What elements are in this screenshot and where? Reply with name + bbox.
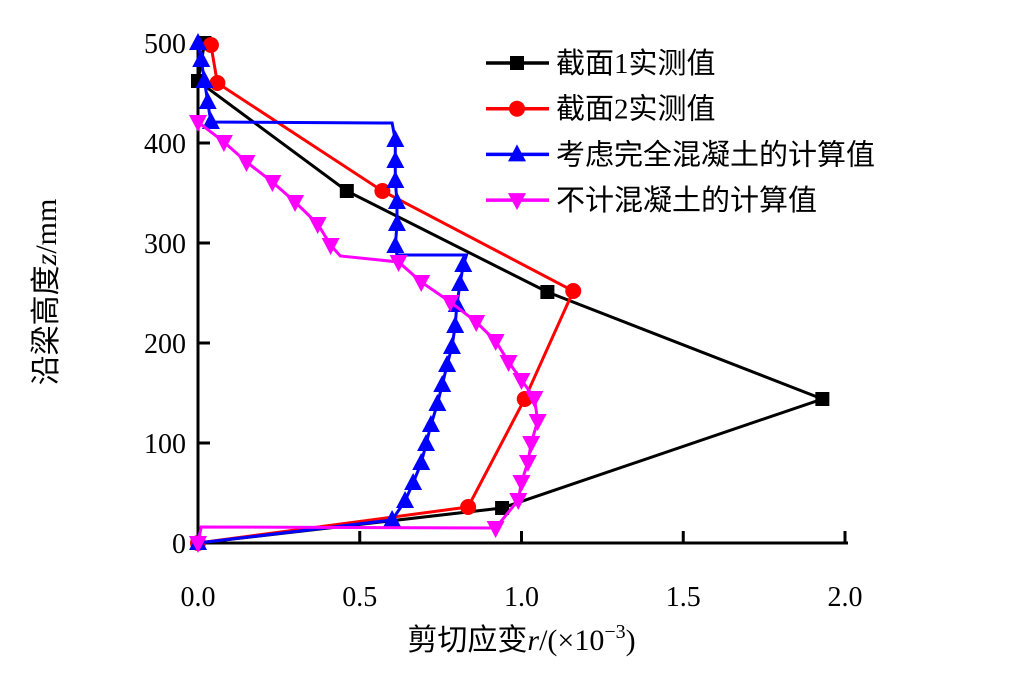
- series-line: [197, 44, 576, 545]
- axis-titles: 剪切应变r/(×10−3) 沿梁高度z/mm: [30, 199, 636, 657]
- triangle-down-marker: [286, 195, 305, 212]
- triangle-down-marker: [499, 355, 518, 372]
- series-line: [196, 120, 540, 544]
- circle-marker: [509, 100, 525, 117]
- y-tick-label: 0: [172, 529, 186, 560]
- triangle-up-marker: [421, 415, 440, 432]
- square-marker: [510, 56, 524, 70]
- triangle-up-marker: [508, 144, 526, 162]
- triangle-up-marker: [428, 394, 447, 411]
- tick-labels: 0.0 0.5 1.0 1.5 2.0 0 100 200 300 400 500: [144, 29, 863, 613]
- square-marker: [815, 392, 830, 406]
- triangle-up-marker: [451, 274, 470, 291]
- square-marker: [339, 184, 354, 198]
- triangle-up-marker: [198, 92, 217, 109]
- series-1: [191, 36, 830, 550]
- triangle-up-marker: [396, 491, 415, 508]
- triangle-up-marker: [433, 375, 452, 392]
- triangle-down-marker: [467, 315, 486, 332]
- legend-item-2: 截面2实测值: [486, 93, 716, 126]
- triangle-down-marker: [528, 414, 547, 431]
- y-tick-label: 400: [144, 129, 186, 160]
- triangle-up-marker: [412, 453, 431, 470]
- triangle-down-marker: [512, 475, 531, 492]
- triangle-up-marker: [387, 214, 406, 231]
- triangle-down-marker: [237, 155, 256, 172]
- data-series: [189, 33, 830, 553]
- triangle-up-marker: [454, 255, 473, 272]
- circle-marker: [460, 499, 477, 515]
- triangle-down-marker: [189, 115, 207, 132]
- circle-marker: [209, 75, 226, 91]
- triangle-down-marker: [441, 295, 460, 312]
- triangle-up-marker: [189, 33, 207, 50]
- y-axis-title: 沿梁高度z/mm: [30, 199, 63, 386]
- triangle-down-marker: [486, 521, 505, 538]
- triangle-down-marker: [214, 135, 233, 152]
- triangle-down-marker: [522, 436, 541, 453]
- y-tick-label: 100: [144, 429, 186, 460]
- x-tick-label: 1.0: [504, 582, 539, 613]
- axes: [196, 41, 848, 545]
- legend-label: 截面2实测值: [556, 93, 716, 126]
- legend-item-1: 截面1实测值: [486, 47, 716, 80]
- series-line: [196, 42, 827, 545]
- triangle-down-marker: [389, 255, 408, 272]
- y-tick-label: 300: [144, 229, 186, 260]
- square-marker: [495, 501, 510, 515]
- triangle-down-marker: [525, 391, 544, 408]
- x-tick-label: 2.0: [828, 582, 863, 613]
- y-tick-label: 200: [144, 329, 186, 360]
- legend-label: 截面1实测值: [556, 47, 716, 80]
- x-axis-title: 剪切应变r/(×10−3): [407, 621, 635, 657]
- triangle-up-marker: [387, 192, 406, 209]
- circle-marker: [374, 183, 391, 199]
- triangle-up-marker: [386, 171, 405, 188]
- series-3: [189, 33, 473, 550]
- square-marker: [540, 285, 555, 299]
- triangle-up-marker: [417, 434, 436, 451]
- x-tick-label: 0.0: [181, 582, 216, 613]
- triangle-up-marker: [438, 355, 457, 372]
- triangle-down-marker: [509, 493, 528, 510]
- triangle-up-marker: [201, 112, 220, 129]
- series-2: [190, 37, 582, 551]
- triangle-up-marker: [383, 510, 402, 527]
- triangle-down-marker: [486, 334, 505, 351]
- legend-item-4: 不计混凝土的计算值: [486, 184, 817, 217]
- x-tick-label: 1.5: [666, 582, 701, 613]
- triangle-down-marker: [321, 238, 340, 255]
- triangle-up-marker: [386, 236, 405, 253]
- legend-label: 不计混凝土的计算值: [556, 184, 817, 217]
- triangle-up-marker: [404, 473, 423, 490]
- triangle-down-marker: [518, 455, 537, 472]
- triangle-down-marker: [512, 373, 531, 390]
- triangle-up-marker: [442, 337, 461, 354]
- legend-label: 考虑完全混凝土的计算值: [556, 138, 875, 171]
- legend-item-3: 考虑完全混凝土的计算值: [486, 138, 875, 171]
- circle-marker: [565, 283, 582, 299]
- series-4: [189, 115, 547, 553]
- triangle-up-marker: [446, 316, 465, 333]
- x-tick-label: 0.5: [342, 582, 377, 613]
- triangle-up-marker: [386, 151, 405, 168]
- triangle-down-marker: [412, 275, 431, 292]
- triangle-down-marker: [189, 536, 207, 553]
- triangle-down-marker: [508, 193, 526, 211]
- triangle-down-marker: [308, 217, 327, 234]
- triangle-up-marker: [386, 130, 405, 147]
- triangle-up-marker: [195, 71, 214, 88]
- triangle-up-marker: [192, 50, 211, 67]
- circle-marker: [202, 37, 219, 53]
- triangle-down-marker: [263, 175, 282, 192]
- y-tick-label: 500: [144, 29, 186, 60]
